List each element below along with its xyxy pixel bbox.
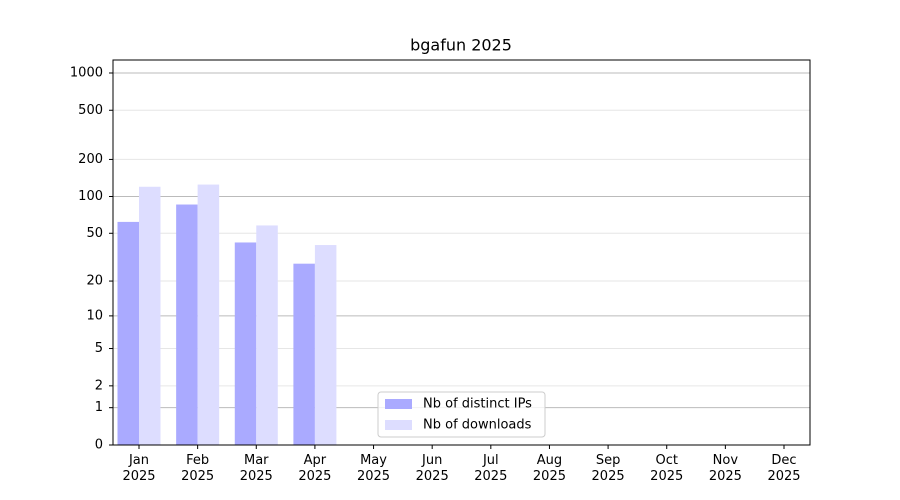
y-tick-label: 1 <box>95 400 103 415</box>
y-tick-label: 50 <box>86 226 103 241</box>
bar <box>117 221 139 445</box>
y-tick-label: 500 <box>78 103 103 118</box>
legend-label: Nb of downloads <box>423 418 532 433</box>
y-tick-label: 10 <box>86 308 103 323</box>
legend-label: Nb of distinct IPs <box>423 397 532 412</box>
bar <box>139 186 161 445</box>
legend-box <box>377 391 546 438</box>
y-tick-label: 200 <box>78 152 103 167</box>
bar <box>234 242 257 445</box>
bar <box>314 245 337 445</box>
plot-frame <box>112 59 811 446</box>
x-tick-label: Jun 2025 <box>415 453 449 484</box>
x-tick-label: Jan 2025 <box>122 453 156 484</box>
x-tick-label: Dec 2025 <box>767 453 801 484</box>
x-tick-label: Mar 2025 <box>239 453 273 484</box>
bar <box>176 204 198 445</box>
x-tick-label: Nov 2025 <box>708 453 742 484</box>
bar <box>197 184 220 445</box>
y-tick-label: 0 <box>95 438 103 453</box>
legend-swatch <box>385 420 412 430</box>
bar <box>293 263 315 445</box>
y-tick-label: 1000 <box>70 65 103 80</box>
x-tick-label: Feb 2025 <box>181 453 215 484</box>
y-tick-label: 100 <box>78 189 103 204</box>
x-tick-label: Oct 2025 <box>650 453 684 484</box>
bar <box>256 225 278 445</box>
chart-title: bgafun 2025 <box>410 36 512 55</box>
x-tick-label: Sep 2025 <box>591 453 625 484</box>
x-tick-label: May 2025 <box>356 453 391 484</box>
x-tick-label: Aug 2025 <box>532 453 566 484</box>
x-tick-label: Apr 2025 <box>298 453 332 484</box>
y-tick-label: 5 <box>95 341 103 356</box>
x-tick-label: Jul 2025 <box>474 453 508 484</box>
y-tick-label: 20 <box>86 274 103 289</box>
legend: Nb of distinct IPs Nb of downloads <box>377 391 546 438</box>
y-tick-label: 2 <box>95 378 103 393</box>
legend-swatch <box>385 399 412 409</box>
